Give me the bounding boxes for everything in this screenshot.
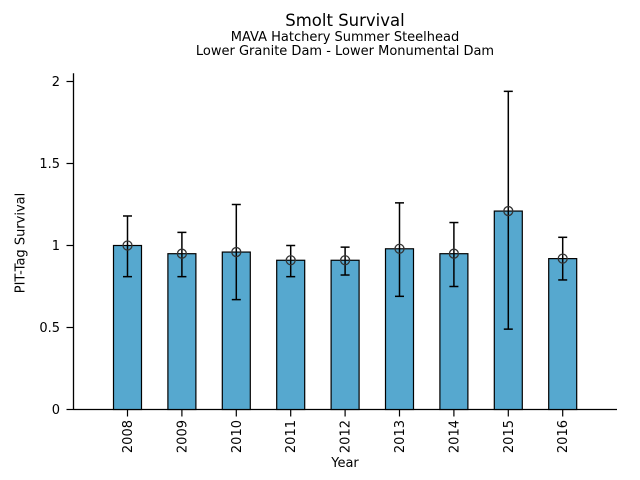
x-tick-label-2010: 2010 (230, 420, 245, 453)
chart-title: Smolt Survival (285, 11, 405, 30)
marker-2009 (176, 248, 188, 259)
marker-2010 (231, 246, 242, 258)
bar-2009 (167, 253, 197, 411)
marker-2008 (122, 240, 133, 251)
marker-2012 (339, 255, 351, 266)
x-tick-label-2008: 2008 (121, 420, 136, 453)
x-tick-label-2012: 2012 (339, 420, 354, 453)
marker-2015 (503, 205, 514, 217)
x-tick-label-2009: 2009 (175, 420, 190, 453)
x-tick-label-2013: 2013 (393, 420, 408, 453)
marker-2013 (394, 243, 405, 254)
bar-2016 (548, 258, 578, 411)
bar-2011 (276, 259, 306, 411)
marker-2014 (448, 248, 460, 259)
chart-subtitle-line1: MAVA Hatchery Summer Steelhead (230, 30, 460, 45)
y-tick-label-1.5: 1.5 (39, 157, 60, 172)
marker-2016 (557, 253, 568, 264)
x-tick-label-2011: 2011 (284, 420, 299, 453)
x-tick-label-2014: 2014 (447, 420, 462, 453)
y-tick-label-1: 1 (52, 239, 60, 254)
chart-subtitle-line2: Lower Granite Dam - Lower Monumental Dam (195, 44, 495, 59)
bar-2010 (221, 251, 251, 411)
y-tick-label-2: 2 (52, 75, 60, 90)
marker-2011 (285, 255, 296, 266)
x-tick-label-2015: 2015 (502, 420, 517, 453)
x-tick-label-2016: 2016 (556, 420, 571, 453)
y-tick-label-0.5: 0.5 (39, 321, 60, 336)
x-axis-label: Year (331, 456, 359, 471)
bar-2012 (330, 259, 360, 411)
y-tick-label-0: 0 (52, 403, 60, 418)
